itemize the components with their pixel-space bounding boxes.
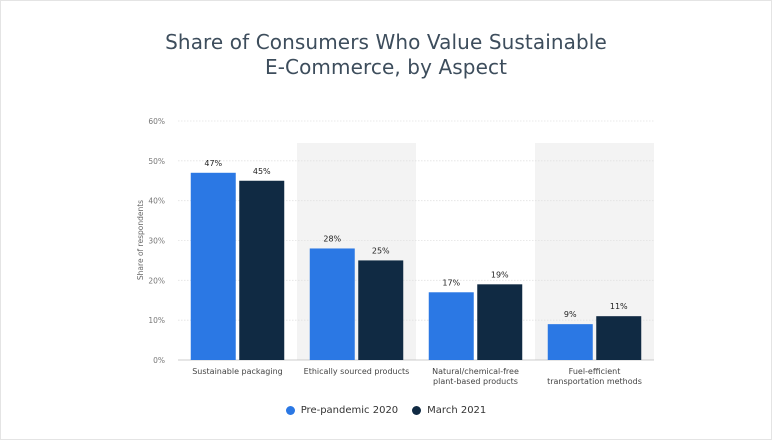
y-tick-label: 60% <box>148 117 165 126</box>
chart-title-line-2: E-Commerce, by Aspect <box>264 55 508 79</box>
bar-march-2021-2 <box>477 284 523 360</box>
bar-pre-pandemic-1 <box>309 248 355 360</box>
value-label: 47% <box>204 159 222 168</box>
y-tick-label: 20% <box>148 276 165 285</box>
category-label: Natural/chemical-free <box>432 367 519 376</box>
value-label: 45% <box>253 167 271 176</box>
legend-label-pre-pandemic: Pre-pandemic 2020 <box>300 405 399 416</box>
bar-march-2021-3 <box>596 316 642 360</box>
category-label: Sustainable packaging <box>192 367 283 376</box>
chart-title-line-1: Share of Consumers Who Value Sustainable <box>165 30 607 54</box>
legend: Pre-pandemic 2020 March 2021 <box>0 405 772 416</box>
y-tick-label: 10% <box>148 316 165 325</box>
value-label: 17% <box>442 278 460 287</box>
y-tick-label: 30% <box>148 237 165 246</box>
bars <box>190 172 642 360</box>
bar-pre-pandemic-2 <box>428 292 474 360</box>
value-label: 25% <box>372 246 390 255</box>
legend-label-march-2021: March 2021 <box>427 405 487 416</box>
bar-pre-pandemic-0 <box>190 172 236 360</box>
y-axis-label: Share of respondents <box>136 200 145 280</box>
bar-pre-pandemic-3 <box>547 324 593 360</box>
y-tick-label: 40% <box>148 197 165 206</box>
value-label: 11% <box>610 302 628 311</box>
category-label: transportation methods <box>547 377 642 386</box>
labels: 0% 10% 20% 30% 40% 50% 60% Share of respondents… <box>136 117 642 386</box>
legend-item-pre-pandemic[interactable]: Pre-pandemic 2020 <box>285 405 399 416</box>
legend-swatch-march-2021 <box>412 406 422 415</box>
bar-march-2021-1 <box>358 260 404 360</box>
legend-item-march-2021[interactable]: March 2021 <box>412 405 486 416</box>
y-tick-label: 0% <box>153 356 165 365</box>
chart-title: Share of Consumers Who Value Sustainable… <box>0 30 772 80</box>
bar-march-2021-0 <box>239 180 285 360</box>
value-label: 28% <box>323 234 341 243</box>
value-label: 19% <box>491 270 509 279</box>
legend-swatch-pre-pandemic <box>285 406 295 415</box>
y-tick-label: 50% <box>148 157 165 166</box>
value-label: 9% <box>564 310 577 319</box>
category-label: Fuel-efficient <box>569 367 621 376</box>
category-label: Ethically sourced products <box>304 367 410 376</box>
category-label: plant-based products <box>433 377 518 386</box>
